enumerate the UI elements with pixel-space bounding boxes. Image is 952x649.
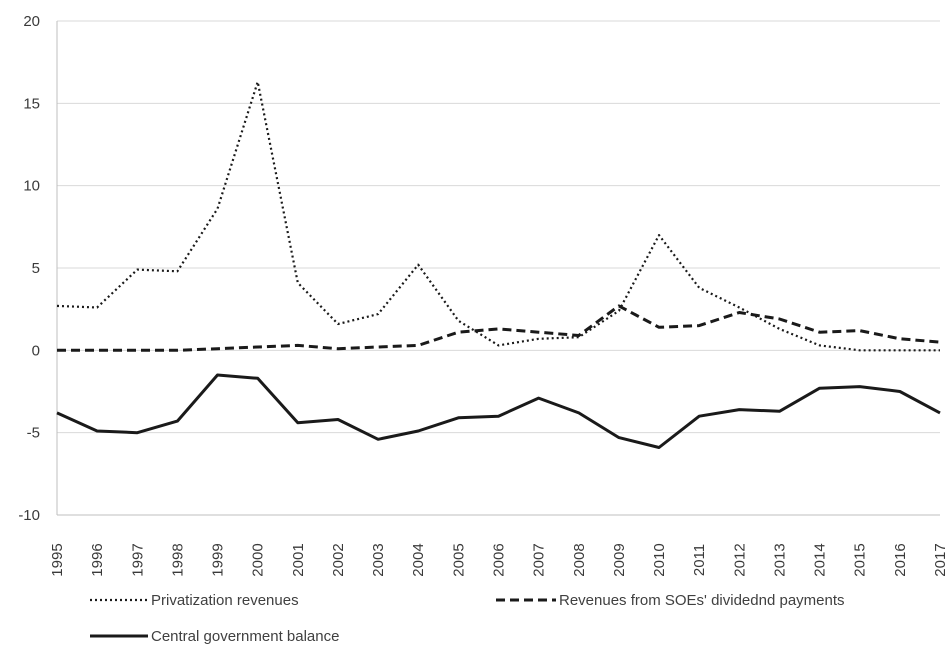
- x-tick-label: 1997: [129, 543, 146, 576]
- x-tick-label: 2013: [771, 543, 788, 576]
- y-tick-label: 0: [32, 342, 40, 359]
- x-tick-label: 2012: [731, 543, 748, 576]
- x-tick-label: 2015: [852, 543, 869, 576]
- x-tick-label: 2014: [812, 543, 829, 576]
- legend: Privatization revenues Revenues from SOEs…: [90, 592, 845, 645]
- y-tick-label: 15: [23, 95, 40, 112]
- legend-label: Privatization revenues: [151, 592, 299, 609]
- x-tick-label: 2011: [691, 544, 708, 576]
- x-tick-label: 2003: [370, 543, 387, 576]
- x-tick-label: 2006: [491, 543, 508, 576]
- series-lines: [56, 80, 941, 449]
- x-tick-label: 2016: [892, 543, 909, 576]
- series-line-solid: [56, 373, 941, 449]
- y-tick-label: 10: [23, 178, 40, 195]
- x-tick-label: 2000: [250, 543, 267, 576]
- y-tick-label: 20: [23, 13, 40, 30]
- y-axis: 20 15 10 5 0 -5 -10: [18, 13, 58, 524]
- x-tick-label: 2008: [571, 543, 588, 576]
- x-tick-label: 2005: [450, 543, 467, 576]
- x-tick-label: 1998: [169, 543, 186, 576]
- x-tick-label: 2010: [651, 543, 668, 576]
- x-tick-label: 2001: [290, 543, 307, 576]
- y-tick-label: -5: [27, 425, 40, 442]
- y-tick-label: 5: [32, 260, 40, 277]
- x-tick-label: 2017: [932, 543, 949, 576]
- gridlines: [57, 20, 940, 434]
- x-tick-label: 2009: [611, 543, 628, 576]
- series-line-dashed: [57, 304, 941, 352]
- x-tick-label: 1995: [49, 543, 66, 576]
- x-axis: 1995 1996 1997 1998 1999 2000 2001 2002 2003 2004…: [49, 514, 949, 577]
- x-tick-label: 2007: [531, 543, 548, 576]
- x-tick-label: 1996: [89, 543, 106, 576]
- legend-label: Central government balance: [151, 628, 339, 645]
- legend-label: Revenues from SOEs' dividednd payments: [559, 592, 845, 609]
- series-line-dotted: [56, 80, 940, 352]
- x-tick-label: 1999: [210, 543, 227, 576]
- x-tick-label: 2004: [410, 543, 427, 576]
- y-tick-label: -10: [18, 507, 40, 524]
- x-tick-label: 2002: [330, 543, 347, 576]
